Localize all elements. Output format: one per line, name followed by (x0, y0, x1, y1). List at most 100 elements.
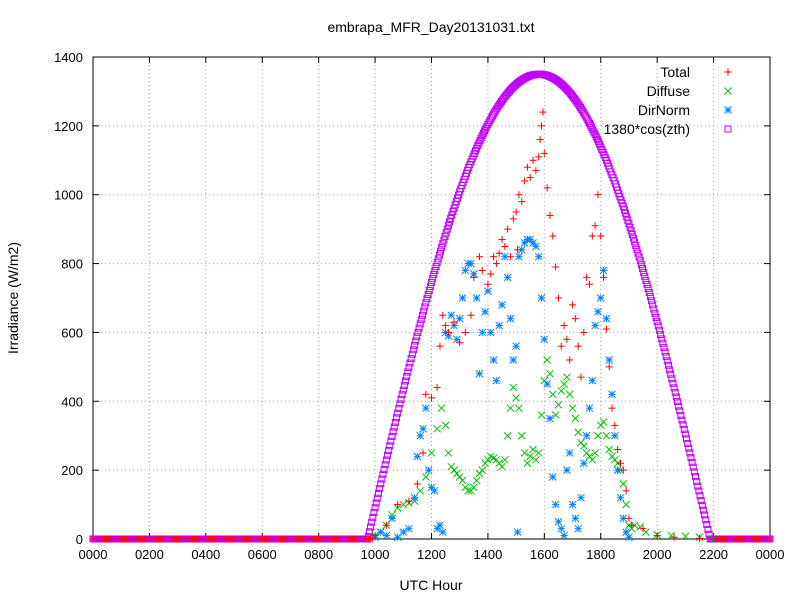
data-point (498, 235, 506, 243)
x-axis-label: UTC Hour (399, 577, 462, 593)
data-point (433, 384, 441, 392)
envelope-point (440, 236, 448, 244)
data-point (554, 517, 563, 526)
envelope-point (661, 348, 669, 356)
envelope-point (673, 398, 681, 406)
data-point (416, 431, 425, 440)
data-point (447, 311, 456, 320)
data-point (602, 431, 611, 440)
envelope-point (478, 132, 486, 140)
envelope-point (588, 124, 596, 132)
x-tick-label: 0400 (191, 547, 220, 562)
envelope-point (624, 216, 632, 224)
series-diffuse (371, 356, 718, 543)
data-point (515, 252, 523, 261)
data-point (563, 335, 571, 343)
envelope-point (698, 501, 706, 509)
data-point (611, 431, 619, 440)
legend-label: Total (660, 64, 690, 80)
envelope-point (660, 344, 668, 352)
envelope-point (370, 509, 378, 517)
data-point (515, 404, 523, 413)
data-point (422, 404, 430, 413)
data-point (503, 273, 512, 282)
data-point (585, 404, 594, 413)
data-point (382, 521, 390, 529)
envelope-point (365, 528, 373, 536)
envelope-point (390, 423, 398, 431)
envelope-point (684, 439, 692, 447)
y-tick-label: 1000 (54, 188, 83, 203)
data-point (766, 535, 774, 543)
data-point (628, 521, 636, 529)
data-point (487, 270, 495, 278)
data-point (369, 535, 377, 543)
data-point (591, 222, 599, 230)
data-point (653, 532, 661, 540)
envelope-point (477, 134, 485, 142)
envelope-point (635, 253, 643, 261)
data-point (571, 514, 580, 523)
envelope-point (381, 461, 389, 469)
data-point (611, 421, 619, 429)
envelope-point (481, 127, 489, 135)
envelope-point (423, 295, 431, 303)
data-point (571, 414, 580, 423)
envelope-point (414, 328, 422, 336)
data-point (571, 315, 579, 323)
data-point (605, 363, 613, 371)
envelope-point (382, 456, 390, 464)
envelope-point (694, 482, 702, 490)
envelope-point (394, 409, 402, 417)
envelope-point (650, 305, 658, 313)
data-point (521, 177, 529, 185)
envelope-point (386, 442, 394, 450)
envelope-point (657, 331, 665, 339)
envelope-point (372, 499, 380, 507)
envelope-point (702, 516, 710, 524)
data-point (540, 335, 549, 344)
data-point (484, 280, 492, 288)
envelope-point (591, 130, 599, 138)
envelope-point (441, 232, 449, 240)
data-point (566, 356, 574, 364)
envelope-point (592, 133, 600, 141)
data-point (582, 431, 591, 440)
envelope-point (378, 475, 386, 483)
envelope-point (631, 238, 639, 246)
data-point (517, 431, 526, 440)
envelope-point (402, 377, 410, 385)
data-point (399, 528, 408, 536)
data-point (503, 431, 512, 440)
envelope-point (430, 270, 438, 278)
plot-frame (92, 56, 771, 540)
data-point (405, 497, 413, 505)
data-point (478, 466, 487, 474)
envelope-point (678, 416, 686, 424)
data-point (597, 232, 605, 240)
envelope-point (628, 231, 636, 239)
envelope-point (379, 470, 387, 478)
envelope-point (373, 494, 381, 502)
envelope-point (424, 291, 432, 299)
envelope-point (409, 346, 417, 354)
axes: 0000 0200 0400 0600 0800 1000 1200 1400 1600 1800… (54, 50, 784, 562)
data-point (438, 528, 447, 536)
envelope-point (696, 492, 704, 500)
data-point (489, 356, 498, 364)
data-point (475, 369, 484, 378)
envelope-point (383, 451, 391, 459)
envelope-point (399, 386, 407, 394)
data-point (563, 373, 571, 382)
data-point (537, 411, 546, 419)
data-point (529, 156, 537, 164)
data-point (518, 198, 526, 206)
data-point (428, 394, 435, 402)
envelope-point (415, 324, 423, 332)
data-point (498, 462, 506, 471)
data-point (506, 314, 515, 323)
data-point (625, 533, 633, 542)
y-tick-label: 200 (61, 463, 83, 478)
data-point (552, 263, 560, 271)
envelope-point (397, 395, 405, 403)
